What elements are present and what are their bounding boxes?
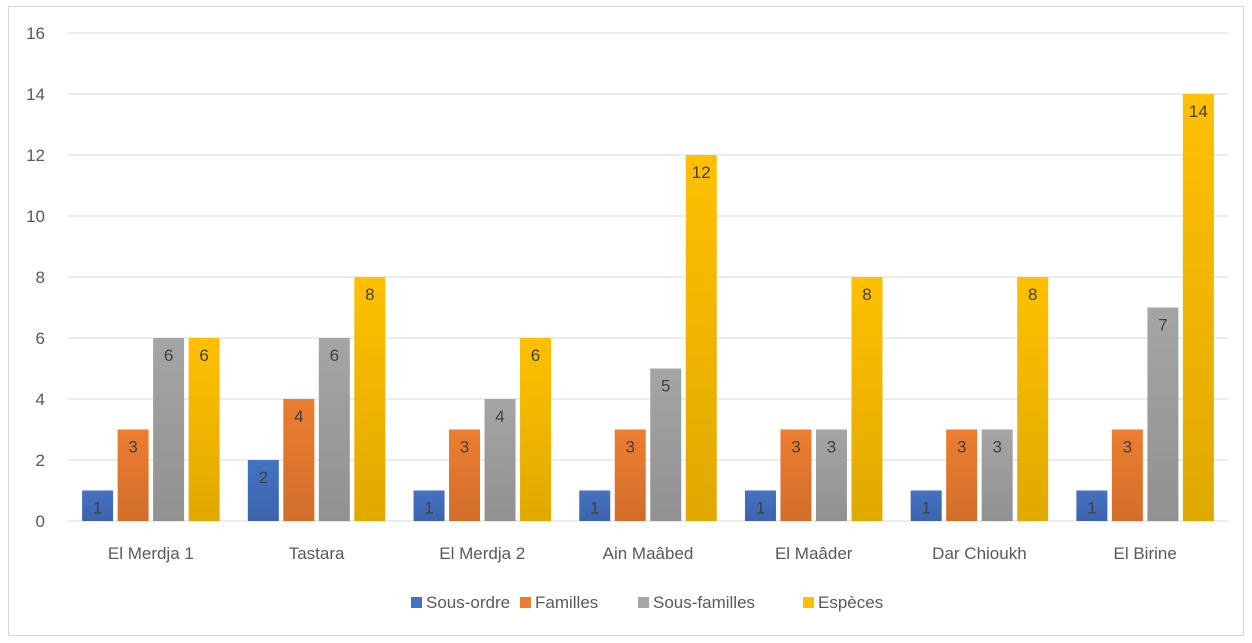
bar [614, 429, 646, 521]
data-label: 1 [424, 499, 433, 518]
bar [685, 155, 717, 521]
legend-label: Espèces [818, 593, 883, 612]
data-label: 3 [1123, 438, 1132, 457]
bar [780, 429, 812, 521]
bar [851, 277, 883, 521]
bar [815, 429, 847, 521]
bar [744, 490, 776, 521]
data-label: 1 [756, 499, 765, 518]
bar [117, 429, 149, 521]
legend: Sous-ordre Familles Sous-familles Espèces [411, 593, 883, 612]
data-label: 4 [495, 407, 504, 426]
bars [82, 94, 1214, 521]
data-label: 2 [259, 468, 268, 487]
data-label: 3 [626, 438, 635, 457]
data-label: 1 [93, 499, 102, 518]
x-tick-label: Dar Chioukh [932, 544, 1027, 563]
data-label: 3 [460, 438, 469, 457]
x-axis: El Merdja 1 Tastara El Merdja 2 Ain Maâbed E… [108, 544, 1177, 563]
y-tick-label: 8 [36, 268, 45, 287]
data-label: 3 [791, 438, 800, 457]
data-label: 3 [957, 438, 966, 457]
gridlines [68, 32, 1228, 522]
data-label: 4 [294, 407, 303, 426]
y-axis: 0 2 4 6 8 10 12 14 16 [26, 24, 45, 531]
data-label: 12 [692, 163, 711, 182]
legend-swatch [638, 597, 649, 608]
y-tick-label: 10 [26, 207, 45, 226]
bar [484, 399, 516, 521]
legend-label: Sous-ordre [426, 593, 510, 612]
bar [1147, 307, 1179, 521]
bar [449, 429, 481, 521]
bar [247, 460, 279, 521]
data-label: 1 [590, 499, 599, 518]
x-tick-label: El Birine [1113, 544, 1176, 563]
data-label: 1 [921, 499, 930, 518]
data-label: 6 [164, 346, 173, 365]
legend-swatch [520, 597, 531, 608]
bar [1182, 94, 1214, 521]
data-label: 7 [1158, 316, 1167, 335]
bar [188, 338, 220, 521]
legend-swatch [803, 597, 814, 608]
data-label: 5 [661, 377, 670, 396]
bar [910, 490, 942, 521]
bar [579, 490, 611, 521]
legend-label: Sous-familles [653, 593, 755, 612]
legend-label: Familles [535, 593, 598, 612]
y-tick-label: 6 [36, 329, 45, 348]
data-label: 3 [992, 438, 1001, 457]
bar [82, 490, 114, 521]
y-tick-label: 14 [26, 85, 45, 104]
data-label: 6 [531, 346, 540, 365]
data-label: 6 [199, 346, 208, 365]
data-label: 8 [1028, 285, 1037, 304]
bar [981, 429, 1013, 521]
x-tick-label: Tastara [289, 544, 345, 563]
bar [413, 490, 445, 521]
y-tick-label: 4 [36, 390, 45, 409]
y-tick-label: 0 [36, 512, 45, 531]
data-label: 6 [330, 346, 339, 365]
bar [354, 277, 386, 521]
y-tick-label: 2 [36, 451, 45, 470]
bar [1076, 490, 1108, 521]
legend-swatch [411, 597, 422, 608]
x-tick-label: Ain Maâbed [603, 544, 694, 563]
x-tick-label: El Maâder [775, 544, 853, 563]
x-tick-label: El Merdja 1 [108, 544, 194, 563]
bar [153, 338, 185, 521]
y-tick-label: 16 [26, 24, 45, 43]
bar [650, 368, 682, 521]
data-label: 8 [365, 285, 374, 304]
bar [1111, 429, 1143, 521]
bar [1017, 277, 1049, 521]
data-label: 14 [1189, 102, 1208, 121]
bar [283, 399, 315, 521]
data-label: 3 [128, 438, 137, 457]
data-label: 1 [1087, 499, 1096, 518]
bar [520, 338, 552, 521]
data-label: 8 [862, 285, 871, 304]
bar [946, 429, 978, 521]
x-tick-label: El Merdja 2 [439, 544, 525, 563]
y-tick-label: 12 [26, 146, 45, 165]
data-label: 3 [827, 438, 836, 457]
bar [318, 338, 350, 521]
